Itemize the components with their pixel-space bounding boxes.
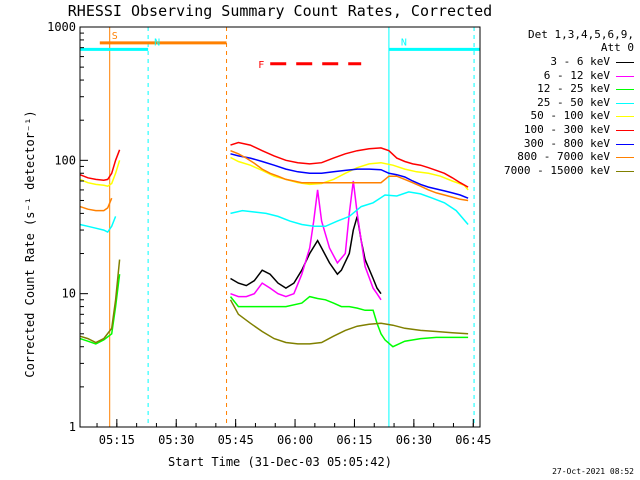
- x-tick-label-6: 06:45: [455, 433, 491, 447]
- legend-swatch-3: [616, 102, 634, 104]
- series-lines: [79, 141, 469, 348]
- series-line-7-0: [79, 197, 113, 212]
- flag-bars: S N N F: [80, 31, 480, 71]
- legend-header-2: Att 0: [600, 41, 634, 54]
- y-tick-label-2: 100: [54, 153, 76, 167]
- x-axis-label: Start Time (31-Dec-03 05:05:42): [168, 455, 392, 469]
- legend-label-6: 300 - 800 keV: [523, 136, 610, 150]
- legend-swatch-2: [616, 89, 634, 91]
- legend-entry-7: 800 - 7000 keV: [482, 150, 634, 164]
- legend: Det 1,3,4,5,6,9, Att 0 3 - 6 keV 6 - 12 k…: [482, 28, 634, 177]
- x-tick-label-0: 05:15: [99, 433, 135, 447]
- series-line-8-1: [229, 299, 469, 345]
- legend-swatch-8: [616, 170, 634, 172]
- legend-swatch-6: [616, 143, 634, 145]
- x-tick-label-2: 05:45: [218, 433, 254, 447]
- y-tick-label-1: 10: [62, 287, 76, 301]
- legend-swatch-1: [616, 75, 634, 77]
- legend-label-3: 25 - 50 keV: [537, 95, 610, 109]
- legend-label-7: 800 - 7000 keV: [517, 150, 610, 164]
- axis-ticks: 05:15 05:30 05:45 06:00 06:15 06:30 06:45 1 10 10…: [47, 20, 491, 447]
- legend-label-5: 100 - 300 keV: [523, 122, 610, 136]
- series-line-2-1: [229, 295, 469, 348]
- flag-label-N-2: N: [401, 37, 407, 48]
- y-axis-label: Corrected Count Rate (s⁻¹ detector⁻¹): [23, 110, 37, 377]
- legend-rows: 3 - 6 keV 6 - 12 keV 12 - 25 keV 25 - 50 ke…: [482, 55, 634, 177]
- legend-entry-5: 100 - 300 keV: [482, 123, 634, 137]
- legend-entry-8: 7000 - 15000 keV: [482, 164, 634, 178]
- chart-title: RHESSI Observing Summary Count Rates, Co…: [67, 2, 493, 20]
- y-tick-label-3: 1000: [47, 20, 76, 34]
- flag-label-N-1: N: [154, 37, 160, 48]
- series-line-4-0: [79, 160, 121, 188]
- legend-header-1: Det 1,3,4,5,6,9,: [528, 28, 634, 41]
- series-line-6-0: [230, 153, 469, 199]
- series-line-3-0: [79, 216, 117, 233]
- flag-label-S-0: S: [112, 31, 118, 42]
- legend-label-2: 12 - 25 keV: [537, 82, 610, 96]
- legend-entry-4: 50 - 100 keV: [482, 109, 634, 123]
- legend-swatch-4: [616, 116, 634, 118]
- legend-label-1: 6 - 12 keV: [543, 68, 610, 82]
- series-line-2-0: [79, 274, 121, 345]
- series-line-0-0: [230, 216, 382, 295]
- timestamp: 27-Oct-2021 08:52: [552, 467, 634, 476]
- legend-entry-3: 25 - 50 keV: [482, 96, 634, 110]
- y-tick-label-0: 1: [69, 420, 76, 434]
- series-line-5-1: [230, 141, 469, 188]
- x-tick-label-3: 06:00: [277, 433, 313, 447]
- series-line-5-0: [79, 149, 121, 181]
- legend-swatch-5: [616, 129, 634, 131]
- legend-entry-0: 3 - 6 keV: [482, 55, 634, 69]
- marker-lines: [109, 27, 475, 427]
- series-line-8-0: [79, 259, 121, 344]
- series-line-7-1: [230, 150, 469, 202]
- plot-frame: [79, 26, 481, 428]
- flag-label-F-3: F: [258, 60, 264, 71]
- legend-swatch-0: [616, 62, 634, 63]
- legend-entry-6: 300 - 800 keV: [482, 137, 634, 151]
- series-line-3-1: [230, 191, 469, 228]
- legend-label-4: 50 - 100 keV: [530, 109, 610, 123]
- legend-entry-2: 12 - 25 keV: [482, 82, 634, 96]
- x-tick-label-4: 06:15: [336, 433, 372, 447]
- legend-label-8: 7000 - 15000 keV: [504, 163, 610, 177]
- legend-swatch-7: [616, 157, 634, 159]
- x-tick-label-5: 06:30: [396, 433, 432, 447]
- x-tick-label-1: 05:30: [158, 433, 194, 447]
- legend-entry-1: 6 - 12 keV: [482, 69, 634, 83]
- legend-label-0: 3 - 6 keV: [550, 55, 610, 68]
- series-line-1-0: [230, 180, 382, 301]
